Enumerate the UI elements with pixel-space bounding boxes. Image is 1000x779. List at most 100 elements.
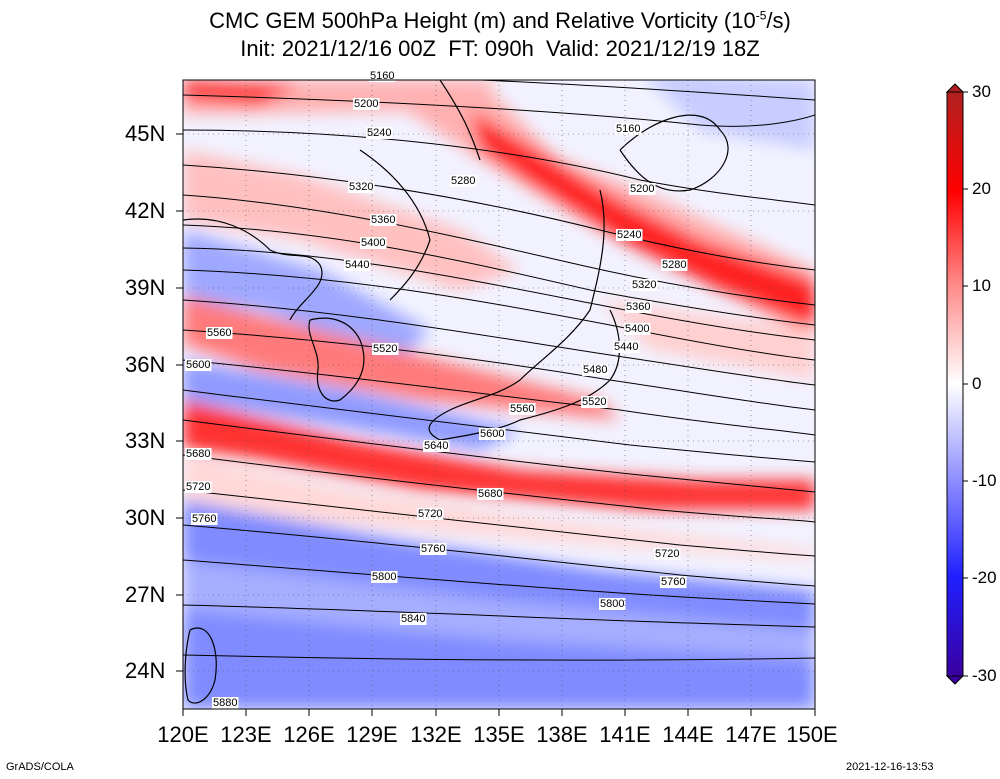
vorticity-shading <box>183 80 815 709</box>
contour-label-mask <box>370 214 397 226</box>
lat-label-30n: 30N <box>125 505 166 530</box>
contour-label-5440-b: 5440 <box>614 341 638 353</box>
colorbar-tick-minus10: -10 <box>972 471 997 490</box>
contour-label-5480: 5480 <box>583 364 607 376</box>
colorbar-tick-20: 20 <box>972 179 991 198</box>
lon-label-144e: 144E <box>662 722 714 747</box>
contour-label-5240: 5240 <box>367 127 391 139</box>
contour-label-mask <box>450 175 477 187</box>
contour-label-5320: 5320 <box>349 181 373 193</box>
contour-label-mask <box>582 364 609 376</box>
colorbar-tick-30: 30 <box>972 82 991 101</box>
lon-label-135e: 135E <box>473 722 525 747</box>
colorbar-bar <box>946 91 964 677</box>
lat-label-36n: 36N <box>125 352 166 377</box>
contour-label-mask <box>625 301 652 313</box>
colorbar <box>945 83 968 685</box>
contour-label-mask <box>366 127 393 139</box>
lat-label-42n: 42N <box>125 198 166 223</box>
contour-label-5840: 5840 <box>401 613 425 625</box>
contour-label-5760-c: 5760 <box>661 576 685 588</box>
contour-label-mask <box>616 229 643 241</box>
contour-label-5160-b: 5160 <box>616 123 640 135</box>
contour-label-mask <box>613 341 640 353</box>
contour-label-5520-b: 5520 <box>582 396 606 408</box>
axis-ticks <box>176 133 816 716</box>
contour-label-5880: 5880 <box>213 697 237 709</box>
lat-label-39n: 39N <box>125 275 166 300</box>
lon-label-120e: 120E <box>157 722 209 747</box>
contour-label-mask <box>420 543 447 555</box>
contour-label-mask <box>371 571 398 583</box>
contour-label-mask <box>654 548 681 560</box>
map-title-line2: Init: 2021/12/16 00Z FT: 090h Valid: 202… <box>240 36 760 61</box>
contour-label-5280: 5280 <box>451 175 475 187</box>
colorbar-tick-minus30: -30 <box>972 666 997 685</box>
contour-label-mask <box>212 697 239 709</box>
lat-label-33n: 33N <box>125 428 166 453</box>
contour-label-5200: 5200 <box>354 98 378 110</box>
contour-label-5560: 5560 <box>207 327 231 339</box>
contour-label-5400: 5400 <box>361 237 385 249</box>
contour-label-mask <box>509 403 536 415</box>
contour-label-5440: 5440 <box>345 259 369 271</box>
contour-label-mask <box>191 513 218 525</box>
credit-label: GrADS/COLA <box>6 761 74 773</box>
contour-label-mask <box>660 576 687 588</box>
contour-label-5160: 5160 <box>370 70 394 82</box>
contour-label-5360-b: 5360 <box>626 301 650 313</box>
contour-label-5760: 5760 <box>192 513 216 525</box>
contour-label-mask <box>629 183 656 195</box>
lon-label-141e: 141E <box>599 722 651 747</box>
contour-label-mask <box>661 259 688 271</box>
timestamp-label: 2021-12-16-13:53 <box>846 761 934 773</box>
contour-label-5600-b: 5600 <box>480 428 504 440</box>
lon-label-129e: 129E <box>346 722 398 747</box>
contour-label-5360: 5360 <box>371 214 395 226</box>
lon-label-138e: 138E <box>536 722 588 747</box>
contour-label-mask <box>400 613 427 625</box>
contour-label-5520: 5520 <box>373 343 397 355</box>
contour-label-mask <box>185 448 212 460</box>
lon-label-147e: 147E <box>725 722 777 747</box>
contour-label-mask <box>581 396 608 408</box>
contour-label-5720: 5720 <box>186 481 210 493</box>
contour-label-5280-b: 5280 <box>662 259 686 271</box>
contour-label-mask <box>599 598 626 610</box>
contour-label-mask <box>417 508 444 520</box>
contour-label-mask <box>185 481 212 493</box>
contour-label-5720-c: 5720 <box>655 548 679 560</box>
lon-label-123e: 123E <box>220 722 272 747</box>
lon-label-150e: 150E <box>786 722 838 747</box>
contour-label-5680: 5680 <box>186 448 210 460</box>
contour-label-mask <box>348 181 375 193</box>
lat-label-45n: 45N <box>125 121 166 146</box>
contour-label-5200-b: 5200 <box>630 183 654 195</box>
contour-label-mask <box>631 279 658 291</box>
contour-labels: 5160 5160 5200 5200 5240 5240 5280 5280 … <box>185 70 688 709</box>
contour-label-mask <box>344 259 371 271</box>
contour-label-mask <box>372 343 399 355</box>
contour-label-5720-b: 5720 <box>418 508 442 520</box>
lon-label-132e: 132E <box>410 722 462 747</box>
colorbar-max-arrow <box>945 83 965 93</box>
contour-label-5320-b: 5320 <box>632 279 656 291</box>
graticule <box>183 80 815 709</box>
contour-label-mask <box>206 327 233 339</box>
colorbar-tick-0: 0 <box>972 374 982 393</box>
contour-label-5800-b: 5800 <box>600 598 624 610</box>
contour-label-mask <box>353 98 380 110</box>
colorbar-tick-10: 10 <box>972 276 991 295</box>
contour-label-mask <box>477 488 504 500</box>
contour-label-5560-b: 5560 <box>510 403 534 415</box>
contour-label-5800: 5800 <box>372 571 396 583</box>
lat-label-24n: 24N <box>125 658 166 683</box>
contour-label-5240-b: 5240 <box>617 229 641 241</box>
colorbar-tick-minus20: -20 <box>972 568 997 587</box>
contour-label-mask <box>615 123 642 135</box>
contour-label-5680-b: 5680 <box>478 488 502 500</box>
contour-label-mask <box>369 70 396 82</box>
lon-label-126e: 126E <box>283 722 335 747</box>
contour-label-mask <box>624 323 651 335</box>
